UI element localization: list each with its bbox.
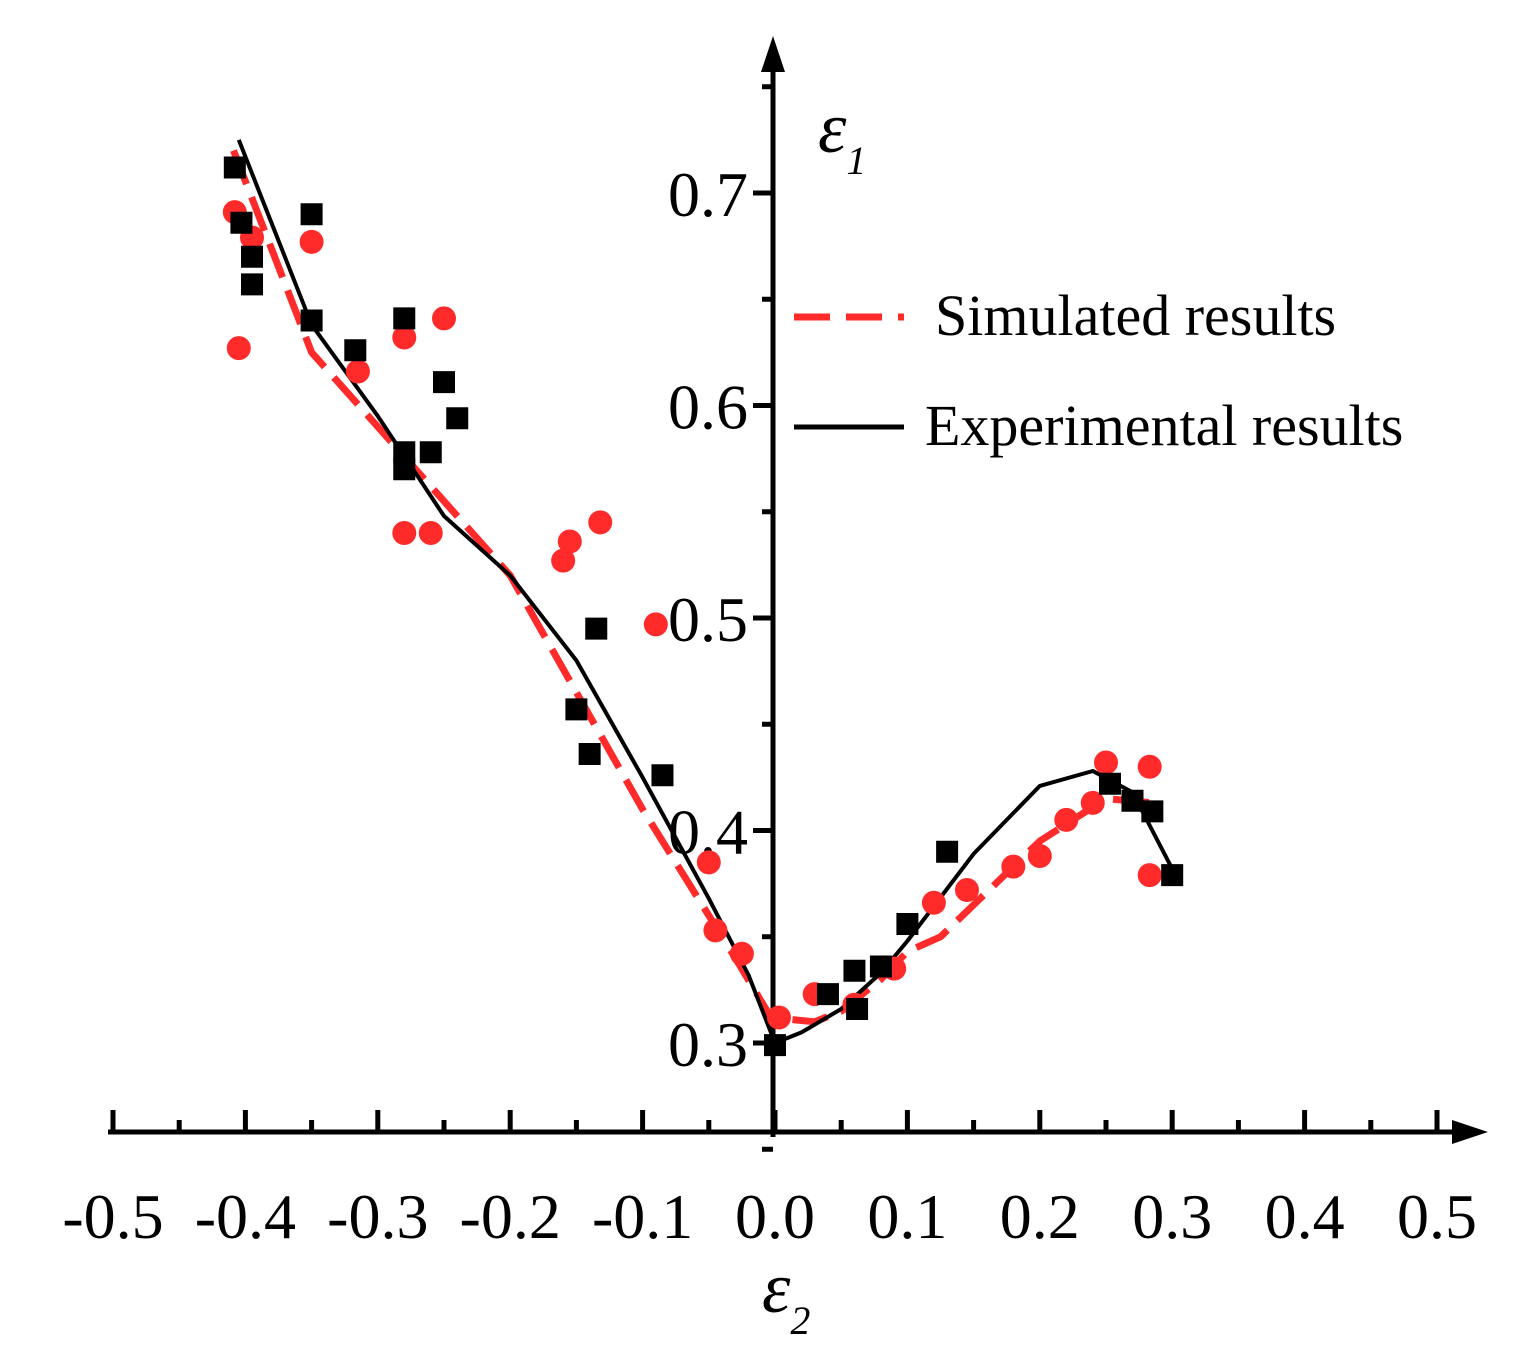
x-tick-label: 0.0 bbox=[735, 1181, 815, 1252]
experimental-data-point bbox=[446, 407, 469, 430]
simulated-data-point bbox=[954, 878, 979, 902]
simulated-data-point bbox=[392, 325, 417, 350]
simulated-data-point bbox=[729, 941, 754, 966]
simulated-data-point bbox=[766, 1005, 791, 1030]
y-axis-arrow bbox=[761, 36, 785, 72]
simulated-data-point bbox=[1027, 844, 1052, 868]
experimental-data-point bbox=[393, 458, 416, 481]
experimental-data-point bbox=[1141, 800, 1164, 823]
experimental-data-point bbox=[1098, 772, 1121, 795]
simulated-data-point bbox=[392, 521, 417, 545]
experimental-data-point bbox=[223, 156, 246, 179]
experimental-data-point bbox=[241, 273, 264, 296]
axes: -0.5 -0.4 -0.3 -0.2 -0.1 0.0 0.1 0.2 0.3 0.4 0.5 0.… bbox=[62, 36, 1488, 1252]
y-tick-label: 0.5 bbox=[668, 584, 748, 655]
experimental-data-point bbox=[764, 1034, 786, 1057]
simulated-data-point bbox=[1054, 807, 1079, 832]
experimental-data-point bbox=[578, 743, 601, 765]
simulated-data-point bbox=[551, 548, 576, 573]
simulated-data-point bbox=[588, 510, 613, 535]
x-tick-label: 0.3 bbox=[1132, 1181, 1212, 1252]
simulated-data-point bbox=[345, 359, 370, 384]
x-tick-label: 0.4 bbox=[1265, 1181, 1345, 1252]
simulated-data-point bbox=[1137, 754, 1162, 779]
experimental-data-point bbox=[230, 211, 253, 234]
simulated-data-point bbox=[921, 890, 946, 915]
simulated-data-point bbox=[432, 306, 456, 331]
simulated-data-point bbox=[696, 850, 721, 875]
experimental-data-point bbox=[936, 840, 959, 863]
x-axis-title: ε2 bbox=[762, 1248, 810, 1343]
y-tick-label: 0.7 bbox=[668, 159, 748, 230]
experimental-data-point bbox=[651, 764, 674, 787]
y-tick-label: 0.6 bbox=[668, 372, 748, 443]
experimental-data-point bbox=[300, 203, 323, 226]
experimental-data-point bbox=[585, 617, 608, 640]
x-tick-label: 0.1 bbox=[867, 1181, 947, 1252]
y-tick-label: 0.3 bbox=[668, 1009, 748, 1080]
experimental-data-point bbox=[300, 309, 323, 332]
x-tick-label: 0.2 bbox=[1000, 1181, 1080, 1252]
experimental-data-point bbox=[846, 998, 869, 1020]
legend: Simulated results Experimental results bbox=[794, 283, 1403, 458]
legend-label-experimental: Experimental results bbox=[925, 393, 1403, 458]
simulated-data-point bbox=[643, 612, 668, 637]
experimental-data-point bbox=[1121, 789, 1144, 812]
y-axis-title: ε1 bbox=[818, 88, 866, 183]
x-tick-label: -0.1 bbox=[592, 1181, 693, 1252]
experimental-data-point bbox=[843, 959, 866, 982]
experimental-data-point bbox=[1161, 864, 1184, 887]
simulated-data-point bbox=[1094, 750, 1118, 775]
experimental-data-point bbox=[419, 441, 442, 464]
experimental-data-point bbox=[393, 441, 416, 464]
simulated-data-point bbox=[557, 529, 582, 554]
x-tick-label: 0.5 bbox=[1397, 1181, 1477, 1252]
experimental-data-point bbox=[896, 913, 919, 935]
x-axis-arrow bbox=[1452, 1120, 1488, 1144]
simulated-data-point bbox=[226, 336, 251, 361]
legend-label-simulated: Simulated results bbox=[935, 283, 1336, 348]
experimental-data-point bbox=[869, 955, 892, 978]
x-tick-label: -0.4 bbox=[195, 1181, 296, 1252]
simulated-data-point bbox=[1080, 790, 1105, 815]
experimental-data-point bbox=[393, 307, 416, 330]
simulated-data-point bbox=[703, 918, 728, 943]
simulated-data-point bbox=[418, 521, 443, 545]
simulated-data-point bbox=[1137, 863, 1162, 888]
experimental-data-point bbox=[565, 698, 588, 721]
simulated-data-point bbox=[299, 229, 324, 254]
simulated-data-point bbox=[1001, 854, 1026, 879]
x-tick-label: -0.2 bbox=[460, 1181, 561, 1252]
experimental-data-point bbox=[344, 339, 367, 362]
experimental-data-point bbox=[433, 371, 455, 394]
experimental-data-point bbox=[816, 983, 839, 1006]
axis-titles: ε1 ε2 bbox=[762, 88, 866, 1343]
x-tick-label: -0.3 bbox=[327, 1181, 428, 1252]
x-tick-label: -0.5 bbox=[62, 1181, 163, 1252]
series-layer bbox=[222, 139, 1184, 1057]
experimental-data-point bbox=[241, 245, 264, 268]
